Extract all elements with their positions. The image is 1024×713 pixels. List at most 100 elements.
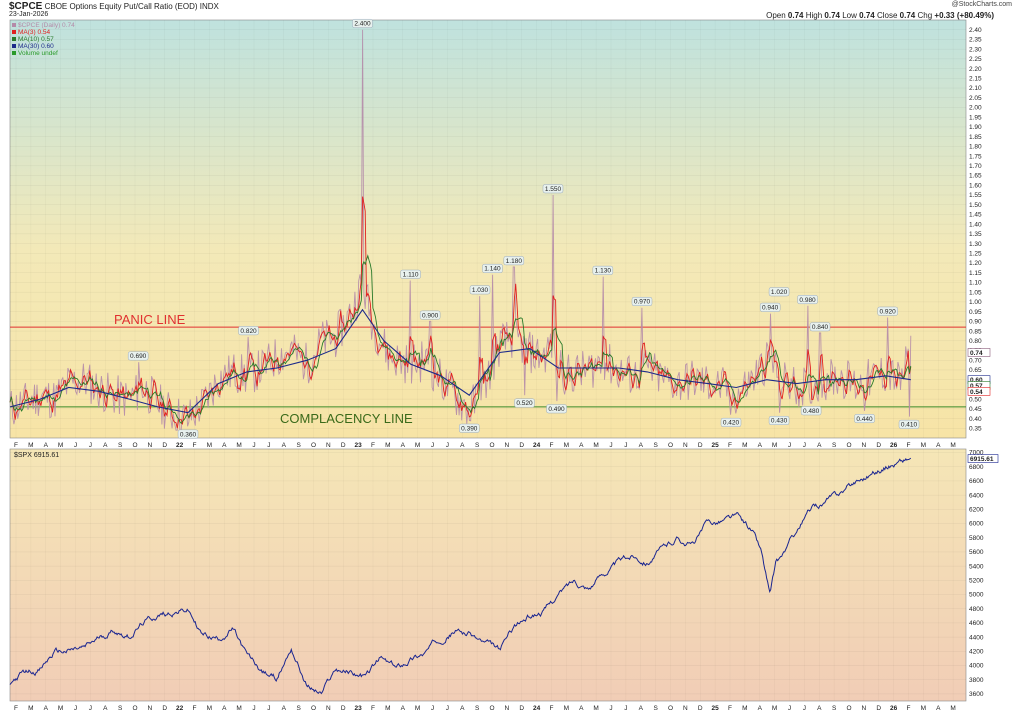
spx-x-tick-label: A xyxy=(282,705,287,712)
spx-x-tick-label: A xyxy=(579,705,584,712)
pc-x-tick-label: M xyxy=(58,442,63,449)
data-label: 0.390 xyxy=(461,426,478,433)
pc-x-tick-label: S xyxy=(475,442,480,449)
pc-x-tick-label: S xyxy=(118,442,123,449)
legend-entry: $CPCE (Daily) 0.74 xyxy=(18,22,75,29)
spx-y-tick-label: 5200 xyxy=(969,578,984,585)
data-label-box xyxy=(759,302,781,312)
last-value-label: 0.57 xyxy=(970,383,983,390)
spx-x-tick-label: 25 xyxy=(712,705,720,712)
pc-y-tick-label: 0.90 xyxy=(969,319,982,326)
data-label-box xyxy=(546,404,567,414)
spx-x-tick-label: M xyxy=(28,705,33,712)
legend-swatch xyxy=(12,51,16,55)
last-value-label: 0.54 xyxy=(970,389,983,396)
pc-x-tick-label: M xyxy=(564,442,569,449)
legend-entry: Volume undef xyxy=(18,50,58,57)
spx-y-tick-label: 5800 xyxy=(969,535,984,542)
pc-y-tick-label: 1.15 xyxy=(969,270,982,277)
pc-y-tick-label: 1.85 xyxy=(969,134,982,141)
close-value: 0.74 xyxy=(899,11,916,20)
pc-x-tick-label: O xyxy=(489,442,494,449)
data-label: 0.420 xyxy=(723,420,740,427)
spx-x-tick-label: J xyxy=(267,705,270,712)
spx-x-tick-label: O xyxy=(489,705,494,712)
pc-y-tick-label: 1.55 xyxy=(969,192,982,199)
pc-y-tick-label: 1.30 xyxy=(969,241,982,248)
legend-entry: MA(10) 0.57 xyxy=(18,36,54,43)
data-label-box xyxy=(238,326,259,336)
pc-x-tick-label: M xyxy=(921,442,926,449)
pc-x-tick-label: D xyxy=(162,442,167,449)
pc-x-tick-label: A xyxy=(44,442,49,449)
pc-x-tick-label: J xyxy=(624,442,627,449)
spx-x-tick-label: D xyxy=(162,705,167,712)
pc-x-tick-label: N xyxy=(326,442,331,449)
spx-x-tick-label: A xyxy=(103,705,108,712)
pc-x-tick-label: A xyxy=(758,442,763,449)
pc-x-tick-label: S xyxy=(653,442,658,449)
pc-y-tick-label: 0.95 xyxy=(969,309,982,316)
pc-x-tick-label: N xyxy=(505,442,510,449)
pc-y-tick-label: 2.35 xyxy=(969,37,982,44)
spx-x-tick-label: A xyxy=(401,705,406,712)
pc-y-tick-label: 0.40 xyxy=(969,416,982,423)
spx-last-value-marker xyxy=(967,454,999,463)
complacency-line-label: COMPLACENCY LINE xyxy=(280,411,413,426)
spx-x-tick-label: J xyxy=(803,705,806,712)
spx-x-tick-label: O xyxy=(668,705,673,712)
spx-x-tick-label: J xyxy=(609,705,612,712)
pc-x-tick-label: F xyxy=(193,442,197,449)
data-label-box xyxy=(542,184,564,194)
put-call-panel: 0.690 0.360 0.820 2.400 1.110 0.900 0.390 1.030… xyxy=(9,18,991,449)
pc-x-tick-label: M xyxy=(236,442,241,449)
pc-y-tick-label: 0.35 xyxy=(969,425,982,432)
spx-series xyxy=(9,457,912,695)
data-label: 0.900 xyxy=(422,312,439,319)
data-label: 1.180 xyxy=(506,258,523,265)
open-label: Open xyxy=(766,11,786,20)
last-value-marker xyxy=(967,387,991,396)
data-label-box xyxy=(877,306,898,316)
spx-y-tick-label: 4600 xyxy=(969,620,984,627)
spx-x-tick-label: 23 xyxy=(355,705,363,712)
legend-swatch xyxy=(12,44,16,48)
spx-y-tick-label: 3800 xyxy=(969,677,984,684)
close-label: Close xyxy=(876,11,898,20)
pc-x-tick-label: A xyxy=(222,442,227,449)
spx-y-tick-label: 6800 xyxy=(969,464,984,471)
pc-x-tick-label: A xyxy=(579,442,584,449)
data-label-box xyxy=(127,351,149,361)
spx-x-tick-label: J xyxy=(89,705,92,712)
spx-x-tick-label: N xyxy=(862,705,867,712)
spx-x-tick-label: M xyxy=(564,705,569,712)
open-value: 0.74 xyxy=(787,11,804,20)
data-label-box xyxy=(469,285,491,295)
pc-y-tick-label: 0.65 xyxy=(969,367,982,374)
spx-x-tick-label: A xyxy=(44,705,49,712)
pc-y-tick-label: 1.25 xyxy=(969,251,982,258)
pc-y-tick-label: 1.10 xyxy=(969,280,982,287)
pc-y-tick-label: 2.10 xyxy=(969,85,982,92)
pc-x-tick-label: 24 xyxy=(533,442,541,449)
data-label-box xyxy=(797,295,818,305)
pc-x-tick-label: N xyxy=(862,442,867,449)
pc-y-tick-label: 1.20 xyxy=(969,260,982,267)
data-label: 0.690 xyxy=(130,353,147,360)
spx-y-tick-label: 6600 xyxy=(969,478,984,485)
spx-y-tick-label: 5600 xyxy=(969,549,984,556)
legend-entry: MA(30) 0.60 xyxy=(18,43,54,50)
chart-title: $CPCE CBOE Options Equity Put/Call Ratio… xyxy=(9,1,219,12)
spx-x-tick-label: F xyxy=(550,705,554,712)
pc-y-tick-label: 2.30 xyxy=(969,46,982,53)
pc-y-tick-label: 1.60 xyxy=(969,182,982,189)
pc-x-tick-label: A xyxy=(401,442,406,449)
spx-x-tick-label: S xyxy=(475,705,480,712)
data-label: 0.520 xyxy=(516,400,533,407)
pc-x-tick-label: D xyxy=(341,442,346,449)
spx-x-tick-label: A xyxy=(639,705,644,712)
spx-x-tick-label: 22 xyxy=(176,705,184,712)
pc-y-tick-label: 2.40 xyxy=(969,27,982,34)
legend-swatch xyxy=(12,37,16,41)
